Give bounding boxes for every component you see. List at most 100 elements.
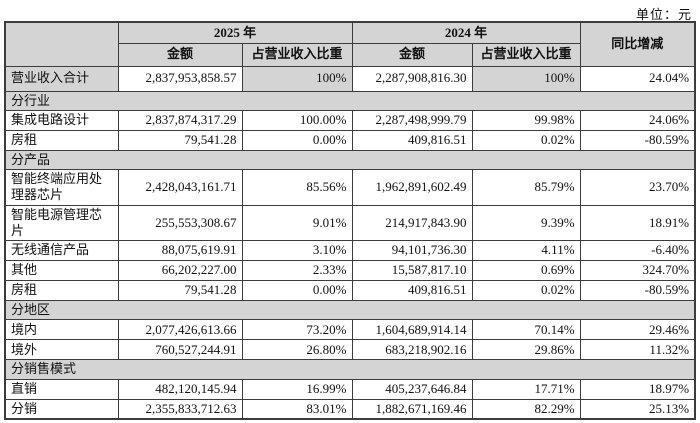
cell-yoy: 24.04%: [579, 65, 696, 92]
cell-v2024: 15,587,817.10: [351, 260, 473, 281]
cell-v2025: 2,077,426,613.66: [117, 319, 243, 341]
header-empty-corner: [4, 21, 119, 67]
cell-label: 房租: [4, 129, 119, 151]
cell-v2025: 79,541.28: [117, 280, 243, 301]
table-row: 智能终端应用处理器芯片 2,428,043,161.71 85.56% 1,962,8…: [4, 169, 696, 206]
cell-yoy: 324.70%: [579, 260, 696, 281]
cell-label: 集成电路设计: [4, 109, 119, 131]
unit-label: 单位：元: [635, 7, 692, 22]
cell-label: 智能终端应用处理器芯片: [4, 169, 119, 206]
cell-p2025: 9.01%: [241, 204, 353, 241]
cell-label: 营业收入合计: [4, 65, 119, 92]
cell-p2025: 83.01%: [241, 398, 353, 420]
cell-v2024: 2,287,908,816.30: [351, 65, 473, 92]
table-body: 营业收入合计 2,837,953,858.57 100% 2,287,908,816.…: [4, 65, 696, 420]
cell-label: 境内: [4, 319, 119, 341]
table-row: 无线通信产品 88,075,619.91 3.10% 94,101,736.30 4.1…: [4, 240, 696, 261]
cell-p2025: 3.10%: [241, 240, 353, 261]
cell-p2024: 100%: [471, 65, 581, 92]
cell-p2025: 73.20%: [241, 319, 353, 341]
cell-label: 境外: [4, 339, 119, 361]
cell-label: 智能电源管理芯片: [4, 204, 119, 241]
table-row: 集成电路设计 2,837,874,317.29 100.00% 2,287,498,9…: [4, 109, 696, 131]
cell-p2025: 100%: [241, 65, 353, 92]
cell-v2024: 409,816.51: [351, 129, 473, 151]
cell-p2025: 16.99%: [241, 378, 353, 400]
section-label: 分地区: [4, 299, 696, 321]
cell-label: 无线通信产品: [4, 240, 119, 261]
cell-yoy: 24.06%: [579, 109, 696, 131]
cell-v2025: 66,202,227.00: [117, 260, 243, 281]
section-row: 分销售模式: [4, 359, 696, 380]
header-ratio-2024: 占营业收入比重: [471, 42, 581, 67]
cell-yoy: 18.97%: [579, 378, 696, 400]
cell-label: 分销: [4, 398, 119, 420]
cell-p2025: 100.00%: [241, 109, 353, 131]
cell-p2025: 0.00%: [241, 129, 353, 151]
cell-v2025: 2,837,953,858.57: [117, 65, 243, 92]
cell-yoy: 29.46%: [579, 319, 696, 341]
table-row: 境外 760,527,244.91 26.80% 683,218,902.16 29.8…: [4, 339, 696, 361]
table-row: 智能电源管理芯片 255,553,308.67 9.01% 214,917,843.9…: [4, 204, 696, 241]
cell-yoy: 18.91%: [579, 204, 696, 241]
cell-yoy: -80.59%: [579, 280, 696, 301]
cell-v2025: 255,553,308.67: [117, 204, 243, 241]
cell-yoy: -80.59%: [579, 129, 696, 151]
cell-v2024: 1,604,689,914.14: [351, 319, 473, 341]
header-year-2025: 2025 年: [117, 21, 353, 44]
header-year-2024: 2024 年: [351, 21, 581, 44]
cell-v2025: 482,120,145.94: [117, 378, 243, 400]
cell-yoy: 25.13%: [579, 398, 696, 420]
cell-v2024: 1,962,891,602.49: [351, 169, 473, 206]
cell-p2024: 9.39%: [471, 204, 581, 241]
cell-p2024: 82.29%: [471, 398, 581, 420]
table-row: 分销 2,355,833,712.63 83.01% 1,882,671,169.46…: [4, 398, 696, 420]
section-label: 分产品: [4, 149, 696, 171]
cell-v2024: 409,816.51: [351, 280, 473, 301]
cell-v2024: 214,917,843.90: [351, 204, 473, 241]
cell-p2024: 70.14%: [471, 319, 581, 341]
cell-label: 直销: [4, 378, 119, 400]
header-row-metrics: 金额 占营业收入比重 金额 占营业收入比重: [5, 42, 695, 67]
cell-p2024: 0.02%: [471, 280, 581, 301]
cell-v2025: 760,527,244.91: [117, 339, 243, 361]
cell-v2024: 2,287,498,999.79: [351, 109, 473, 131]
cell-yoy: 23.70%: [579, 169, 696, 206]
section-label: 分行业: [4, 90, 696, 111]
table-header: 2025 年 2024 年 同比增减 金额 占营业收入比重 金额 占营业收入比重: [4, 21, 696, 67]
cell-yoy: -6.40%: [579, 240, 696, 261]
cell-p2025: 0.00%: [241, 280, 353, 301]
cell-v2025: 2,355,833,712.63: [117, 398, 243, 420]
table-row: 其他 66,202,227.00 2.33% 15,587,817.10 0.69% 32…: [4, 260, 696, 281]
header-ratio-2025: 占营业收入比重: [241, 42, 353, 67]
cell-p2024: 29.86%: [471, 339, 581, 361]
header-amount-2025: 金额: [117, 42, 243, 67]
cell-p2025: 2.33%: [241, 260, 353, 281]
section-row: 分地区: [4, 299, 696, 321]
cell-v2025: 79,541.28: [117, 129, 243, 151]
section-row: 分行业: [4, 90, 696, 111]
table-row: 房租 79,541.28 0.00% 409,816.51 0.02% -80.59%: [4, 280, 696, 301]
cell-p2024: 4.11%: [471, 240, 581, 261]
cell-label: 房租: [4, 280, 119, 301]
header-row-years: 2025 年 2024 年 同比增减: [4, 21, 696, 67]
cell-p2025: 85.56%: [241, 169, 353, 206]
cell-v2024: 405,237,646.84: [351, 378, 473, 400]
cell-p2024: 99.98%: [471, 109, 581, 131]
cell-v2024: 1,882,671,169.46: [351, 398, 473, 420]
cell-p2024: 17.71%: [471, 378, 581, 400]
cell-v2025: 2,837,874,317.29: [117, 109, 243, 131]
section-row: 分产品: [4, 149, 696, 171]
cell-v2024: 683,218,902.16: [351, 339, 473, 361]
table-row: 房租 79,541.28 0.00% 409,816.51 0.02% -80.59%: [4, 129, 696, 151]
cell-p2025: 26.80%: [241, 339, 353, 361]
cell-v2024: 94,101,736.30: [351, 240, 473, 261]
cell-yoy: 11.32%: [579, 339, 696, 361]
cell-label: 其他: [4, 260, 119, 281]
table-row: 境内 2,077,426,613.66 73.20% 1,604,689,914.14…: [4, 319, 696, 341]
header-amount-2024: 金额: [351, 42, 473, 67]
cell-p2024: 0.02%: [471, 129, 581, 151]
header-yoy-change: 同比增减: [579, 21, 696, 67]
cell-v2025: 88,075,619.91: [117, 240, 243, 261]
section-label: 分销售模式: [4, 359, 696, 380]
